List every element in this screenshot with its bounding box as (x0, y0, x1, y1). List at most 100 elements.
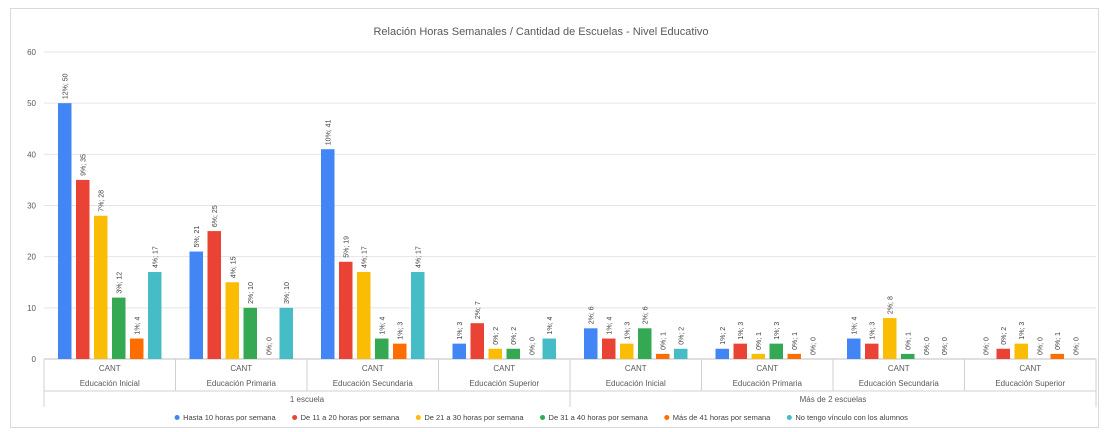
legend-label: De 21 a 30 horas por semana (424, 413, 524, 422)
bar (751, 353, 765, 359)
measure-label: CANT (888, 364, 910, 373)
bar (58, 103, 72, 360)
data-label: 3%; 10 (284, 282, 291, 304)
data-label: 5%; 19 (344, 236, 351, 258)
measure-label: CANT (493, 364, 515, 373)
data-label: 0%; 0 (983, 337, 990, 355)
data-label: 0%; 1 (756, 332, 763, 350)
y-tick-label: 10 (27, 304, 36, 313)
data-label: 4%; 17 (153, 246, 160, 268)
data-label: 2%; 7 (475, 301, 482, 319)
bar (996, 348, 1010, 359)
bar-chart: Relación Horas Semanales / Cantidad de E… (27, 26, 1097, 422)
x-axis-categories: CANT Educación Inicial CANT Educación Prima… (43, 359, 1097, 407)
chart-frame: Relación Horas Semanales / Cantidad de E… (10, 8, 1099, 428)
y-tick-label: 20 (27, 253, 36, 262)
data-label: 10%; 41 (326, 119, 333, 145)
bar (674, 348, 688, 359)
y-tick-label: 0 (32, 355, 37, 364)
bar (393, 343, 407, 359)
bar (339, 261, 353, 359)
bar (901, 353, 915, 359)
data-label: 1%; 4 (380, 317, 387, 335)
bar (207, 231, 221, 359)
legend-label: No tengo vínculo con los alumnos (795, 413, 908, 422)
y-tick-label: 30 (27, 202, 36, 211)
bar (715, 348, 729, 359)
legend-label: De 31 a 40 horas por semana (549, 413, 649, 422)
bar (411, 272, 425, 359)
legend-label: Más de 41 horas por semana (673, 413, 771, 422)
data-label: 1%; 3 (870, 322, 877, 340)
level-label: Educación Primaria (733, 379, 803, 388)
bar (865, 343, 879, 359)
data-label: 1%; 4 (547, 317, 554, 335)
bar (602, 338, 616, 359)
measure-label: CANT (756, 364, 778, 373)
legend-label: Hasta 10 horas por semana (183, 413, 276, 422)
data-label: 0%; 0 (924, 337, 931, 355)
measure-label: CANT (230, 364, 252, 373)
data-label: 2%; 6 (643, 306, 650, 324)
measure-label: CANT (625, 364, 647, 373)
data-label: 1%; 4 (135, 317, 142, 335)
data-label: 2%; 8 (888, 296, 895, 314)
data-label: 12%; 50 (63, 73, 70, 99)
bar (279, 307, 293, 359)
bar (847, 338, 861, 359)
bar (620, 343, 634, 359)
bar (733, 343, 747, 359)
bar (787, 353, 801, 359)
bar (769, 343, 783, 359)
chart-title: Relación Horas Semanales / Cantidad de E… (373, 26, 708, 38)
data-label: 0%; 0 (1073, 337, 1080, 355)
level-label: Educación Inicial (606, 379, 666, 388)
data-label: 0%; 1 (1055, 332, 1062, 350)
legend-marker (292, 415, 298, 420)
y-tick-label: 40 (27, 150, 36, 159)
data-label: 1%; 3 (1019, 322, 1026, 340)
legend-marker (664, 415, 670, 420)
data-label: 1%; 3 (738, 322, 745, 340)
bar (112, 297, 126, 359)
bar (94, 215, 108, 359)
level-label: Educación Secundaria (333, 379, 414, 388)
bar (488, 348, 502, 359)
measure-label: CANT (99, 364, 121, 373)
bar (1014, 343, 1028, 359)
data-label: 0%; 2 (493, 327, 500, 345)
data-label: 0%; 0 (1037, 337, 1044, 355)
bar (1050, 353, 1064, 359)
y-tick-label: 60 (27, 48, 36, 57)
bar (883, 318, 897, 359)
data-label: 0%; 2 (1001, 327, 1008, 345)
data-label: 0%; 0 (529, 337, 536, 355)
y-tick-label: 50 (27, 99, 36, 108)
data-label: 0%; 0 (942, 337, 949, 355)
bar (148, 272, 162, 359)
data-label: 0%; 2 (679, 327, 686, 345)
bar (542, 338, 556, 359)
bar (243, 307, 257, 359)
level-label: Educación Inicial (80, 379, 140, 388)
measure-label: CANT (362, 364, 384, 373)
data-label: 0%; 1 (661, 332, 668, 350)
data-label: 1%; 3 (774, 322, 781, 340)
data-label: 1%; 3 (625, 322, 632, 340)
data-label: 0%; 1 (792, 332, 799, 350)
data-label: 0%; 0 (266, 337, 273, 355)
data-label: 2%; 6 (589, 306, 596, 324)
bar (584, 328, 598, 359)
data-label: 9%; 35 (81, 154, 88, 176)
legend-marker (415, 415, 421, 420)
level-label: Educación Superior (469, 379, 539, 388)
data-label: 0%; 2 (511, 327, 518, 345)
data-label: 0%; 1 (906, 332, 913, 350)
bar (656, 353, 670, 359)
bar (189, 251, 203, 359)
data-label: 3%; 12 (117, 272, 124, 294)
data-label: 6%; 25 (212, 205, 219, 227)
bar (470, 323, 484, 359)
level-label: Educación Secundaria (859, 379, 940, 388)
data-label: 4%; 17 (416, 246, 423, 268)
